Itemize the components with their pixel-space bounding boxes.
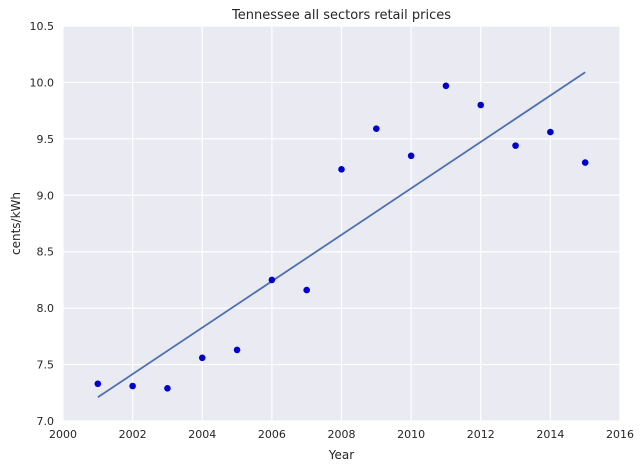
data-point xyxy=(512,142,519,149)
data-point xyxy=(581,159,589,166)
data-points xyxy=(94,82,589,392)
trend-line xyxy=(97,71,586,399)
x-tick-label: 2002 xyxy=(119,428,147,441)
data-point xyxy=(94,380,102,388)
y-axis-ticks: 7.0 7.5 8.0 8.5 9.0 9.5 10.0 10.5 xyxy=(30,20,55,428)
x-tick-label: 2012 xyxy=(467,428,495,441)
data-point xyxy=(407,152,415,160)
data-point xyxy=(477,101,485,109)
data-point xyxy=(164,384,171,392)
x-axis-label: Year xyxy=(328,448,354,462)
y-tick-label: 10.5 xyxy=(30,20,55,33)
y-tick-label: 7.0 xyxy=(37,415,55,428)
y-tick-label: 9.5 xyxy=(37,133,55,146)
data-point xyxy=(129,382,136,390)
data-point xyxy=(547,128,554,136)
x-tick-label: 2008 xyxy=(328,428,356,441)
data-point xyxy=(268,276,276,284)
x-tick-label: 2004 xyxy=(188,428,216,441)
y-tick-label: 10.0 xyxy=(30,76,55,89)
y-axis-label: cents/kWh xyxy=(9,192,23,255)
data-point xyxy=(338,166,345,173)
x-tick-label: 2014 xyxy=(536,428,564,441)
y-tick-label: 8.0 xyxy=(37,302,55,315)
data-point xyxy=(233,346,241,354)
y-tick-label: 9.0 xyxy=(37,189,55,202)
y-tick-label: 8.5 xyxy=(37,246,55,259)
grid-lines xyxy=(62,25,621,422)
x-tick-label: 2016 xyxy=(606,428,634,441)
y-tick-label: 7.5 xyxy=(37,359,55,372)
data-point xyxy=(303,286,310,294)
data-point xyxy=(442,82,450,90)
x-tick-label: 2010 xyxy=(397,428,425,441)
data-point xyxy=(198,354,206,362)
trend-line-layer xyxy=(97,71,586,399)
x-axis-ticks: 2000 2002 2004 2006 2008 2010 2012 2014 2016 xyxy=(49,428,634,441)
chart-title: Tennessee all sectors retail prices xyxy=(231,8,451,23)
x-tick-label: 2006 xyxy=(258,428,286,441)
x-tick-label: 2000 xyxy=(49,428,77,441)
data-point xyxy=(373,125,380,132)
